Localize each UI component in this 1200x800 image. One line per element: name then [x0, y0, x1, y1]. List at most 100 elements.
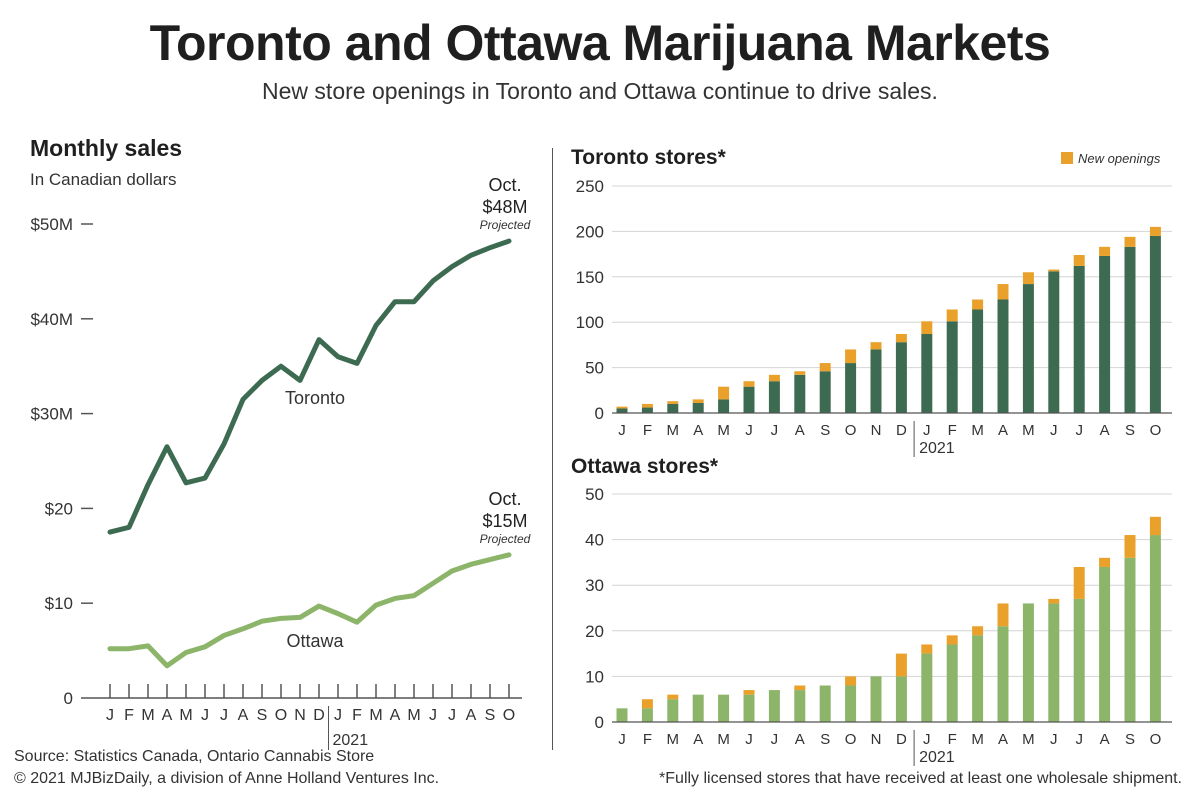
sales-x-tick-label: J — [448, 707, 456, 724]
toronto-bar-existing — [895, 342, 907, 413]
ottawa-bar-existing — [921, 653, 933, 722]
sales-end-label-value: $15M — [482, 511, 527, 531]
sales-x-tick-label: M — [407, 707, 420, 724]
sales-x-tick-label: A — [162, 707, 173, 724]
ottawa-x-tick-label: A — [693, 731, 703, 748]
toronto-bar-new-openings — [667, 401, 679, 404]
ottawa-x-tick-label: M — [1022, 731, 1035, 748]
toronto-x-tick-label: M — [717, 422, 730, 439]
ottawa-year-label: 2021 — [919, 749, 955, 766]
toronto-y-tick-label: 200 — [576, 222, 604, 241]
ottawa-x-tick-label: N — [871, 731, 882, 748]
toronto-bar-existing — [972, 309, 984, 413]
toronto-bar-existing — [1048, 271, 1060, 413]
toronto-bar-new-openings — [692, 399, 704, 404]
ottawa-bar-new-openings — [641, 699, 653, 709]
toronto-x-tick-label: O — [1150, 422, 1162, 439]
toronto-bar-existing — [743, 386, 755, 413]
toronto-bar-new-openings — [997, 284, 1009, 300]
ottawa-bar-existing — [718, 694, 730, 722]
toronto-x-tick-label: D — [896, 422, 907, 439]
ottawa-bar-new-openings — [972, 626, 984, 636]
toronto-bar-existing — [921, 334, 933, 413]
toronto-x-tick-label: M — [667, 422, 680, 439]
toronto-bar-existing — [1022, 284, 1034, 413]
sales-y-tick-label: 0 — [64, 689, 73, 708]
ottawa-bar-new-openings — [1048, 598, 1060, 604]
toronto-bar-new-openings — [616, 406, 628, 409]
sales-end-label-projected: Projected — [480, 532, 531, 546]
ottawa-x-tick-label: M — [667, 731, 680, 748]
ottawa-x-tick-label: J — [923, 731, 931, 748]
toronto-x-tick-label: A — [998, 422, 1008, 439]
toronto-chart-title: Toronto stores* — [571, 146, 727, 169]
ottawa-bar-existing — [1124, 557, 1136, 722]
ottawa-x-tick-label: O — [1150, 731, 1162, 748]
sales-series-label-ottawa: Ottawa — [286, 631, 344, 651]
toronto-x-tick-label: M — [971, 422, 984, 439]
ottawa-bar-existing — [1073, 598, 1085, 722]
ottawa-x-tick-label: A — [998, 731, 1008, 748]
toronto-bar-existing — [692, 403, 704, 413]
ottawa-bar-new-openings — [743, 690, 755, 695]
ottawa-bar-existing — [819, 685, 831, 722]
toronto-x-tick-label: J — [618, 422, 626, 439]
ottawa-chart-title: Ottawa stores* — [571, 455, 719, 478]
ottawa-x-tick-label: S — [1125, 731, 1135, 748]
ottawa-bar-new-openings — [997, 603, 1009, 627]
ottawa-bar-new-openings — [794, 685, 806, 691]
toronto-bar-existing — [718, 399, 730, 413]
toronto-x-tick-label: S — [820, 422, 830, 439]
ottawa-bar-existing — [692, 694, 704, 722]
toronto-legend-label: New openings — [1078, 151, 1161, 166]
toronto-bar-existing — [794, 374, 806, 413]
toronto-y-tick-label: 100 — [576, 313, 604, 332]
sales-x-tick-label: F — [124, 707, 134, 724]
ottawa-x-tick-label: D — [896, 731, 907, 748]
ottawa-bar-existing — [768, 690, 780, 722]
sales-x-tick-label: S — [485, 707, 496, 724]
ottawa-x-tick-label: J — [771, 731, 779, 748]
ottawa-x-tick-label: A — [795, 731, 805, 748]
sales-chart-subtitle: In Canadian dollars — [30, 170, 176, 189]
toronto-bar-new-openings — [794, 371, 806, 375]
ottawa-bar-new-openings — [921, 644, 933, 654]
sales-x-tick-label: F — [352, 707, 362, 724]
toronto-bar-new-openings — [641, 403, 653, 408]
toronto-y-tick-label: 50 — [585, 359, 604, 378]
copyright-note: © 2021 MJBizDaily, a division of Anne Ho… — [14, 770, 440, 787]
ottawa-x-tick-label: J — [618, 731, 626, 748]
toronto-bar-new-openings — [1048, 269, 1060, 272]
ottawa-bar-existing — [997, 626, 1009, 722]
toronto-bar-new-openings — [946, 309, 958, 322]
toronto-x-tick-label: O — [845, 422, 857, 439]
sales-line-toronto — [107, 238, 512, 535]
toronto-bar-existing — [1124, 246, 1136, 413]
ottawa-bar-existing — [845, 685, 857, 722]
ottawa-bar-existing — [1022, 603, 1034, 722]
toronto-bar-new-openings — [1073, 255, 1085, 266]
ottawa-x-tick-label: A — [1100, 731, 1110, 748]
sales-chart-title: Monthly sales — [30, 135, 182, 161]
toronto-bar-existing — [667, 403, 679, 413]
ottawa-y-tick-label: 0 — [595, 713, 604, 732]
sales-x-tick-label: O — [275, 707, 287, 724]
sales-x-tick-label: J — [220, 707, 228, 724]
toronto-year-label: 2021 — [919, 440, 955, 457]
sales-line-ottawa — [107, 552, 512, 669]
page-title: Toronto and Ottawa Marijuana Markets — [149, 15, 1051, 71]
ottawa-bar-new-openings — [667, 694, 679, 700]
sales-x-tick-label: S — [257, 707, 268, 724]
toronto-bar-existing — [1149, 235, 1161, 413]
toronto-bar-new-openings — [1124, 236, 1136, 247]
sales-x-tick-label: A — [466, 707, 477, 724]
ottawa-x-tick-label: F — [643, 731, 652, 748]
sales-x-tick-label: D — [313, 707, 325, 724]
sales-y-tick-label: $40M — [30, 310, 73, 329]
toronto-bar-new-openings — [1099, 246, 1111, 256]
toronto-bar-existing — [1073, 265, 1085, 413]
toronto-x-tick-label: J — [1075, 422, 1083, 439]
ottawa-bar-existing — [616, 708, 628, 722]
ottawa-bar-existing — [972, 635, 984, 722]
